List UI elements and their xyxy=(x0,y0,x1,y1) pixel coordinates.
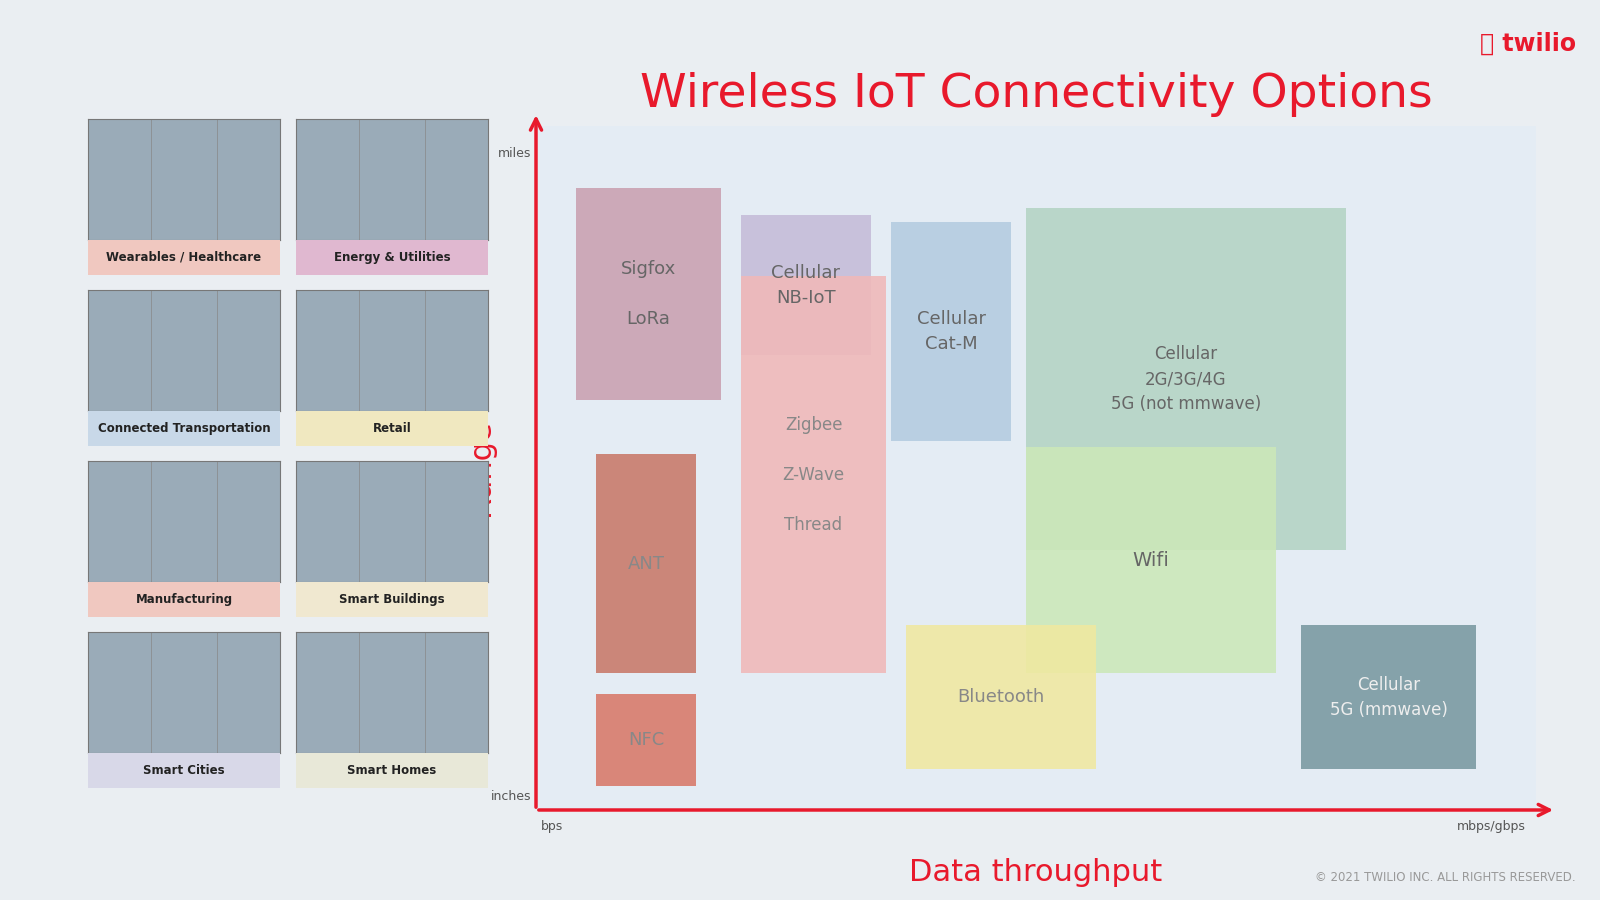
Text: Cellular
NB-IoT: Cellular NB-IoT xyxy=(771,264,840,307)
Bar xyxy=(891,221,1011,441)
Text: Connected Transportation: Connected Transportation xyxy=(98,422,270,435)
Text: ANT: ANT xyxy=(627,554,664,572)
Bar xyxy=(741,276,886,673)
Text: Bluetooth: Bluetooth xyxy=(957,688,1045,706)
Text: Data throughput: Data throughput xyxy=(909,858,1163,886)
Text: Retail: Retail xyxy=(373,422,411,435)
Bar xyxy=(595,454,696,673)
Text: © 2021 TWILIO INC. ALL RIGHTS RESERVED.: © 2021 TWILIO INC. ALL RIGHTS RESERVED. xyxy=(1315,871,1576,884)
Text: NFC: NFC xyxy=(627,731,664,749)
Text: Zigbee

Z-Wave

Thread: Zigbee Z-Wave Thread xyxy=(782,416,845,534)
Bar xyxy=(906,626,1096,769)
Bar xyxy=(595,694,696,786)
Text: inches: inches xyxy=(491,790,531,803)
Bar xyxy=(576,187,722,400)
Text: Wireless IoT Connectivity Options: Wireless IoT Connectivity Options xyxy=(640,72,1432,117)
Text: Smart Cities: Smart Cities xyxy=(142,764,226,777)
Text: Smart Homes: Smart Homes xyxy=(347,764,437,777)
Text: Wearables / Healthcare: Wearables / Healthcare xyxy=(107,251,261,264)
Bar xyxy=(1026,208,1346,550)
Text: mbps/gbps: mbps/gbps xyxy=(1458,820,1526,833)
Text: Wifi: Wifi xyxy=(1133,551,1170,570)
Text: Smart Buildings: Smart Buildings xyxy=(339,593,445,606)
Text: Manufacturing: Manufacturing xyxy=(136,593,232,606)
Text: Sigfox

LoRa: Sigfox LoRa xyxy=(621,259,677,328)
Text: Cellular
Cat-M: Cellular Cat-M xyxy=(917,310,986,353)
Text: Range: Range xyxy=(467,419,496,517)
Text: miles: miles xyxy=(498,147,531,159)
Text: Ⓡ twilio: Ⓡ twilio xyxy=(1480,32,1576,56)
Bar xyxy=(1301,626,1475,769)
Text: Energy & Utilities: Energy & Utilities xyxy=(334,251,450,264)
Bar xyxy=(1026,447,1277,673)
Text: bps: bps xyxy=(541,820,563,833)
Bar xyxy=(741,215,870,356)
Text: Cellular
5G (mmwave): Cellular 5G (mmwave) xyxy=(1330,676,1448,718)
Text: Cellular
2G/3G/4G
5G (not mmwave): Cellular 2G/3G/4G 5G (not mmwave) xyxy=(1110,345,1261,413)
